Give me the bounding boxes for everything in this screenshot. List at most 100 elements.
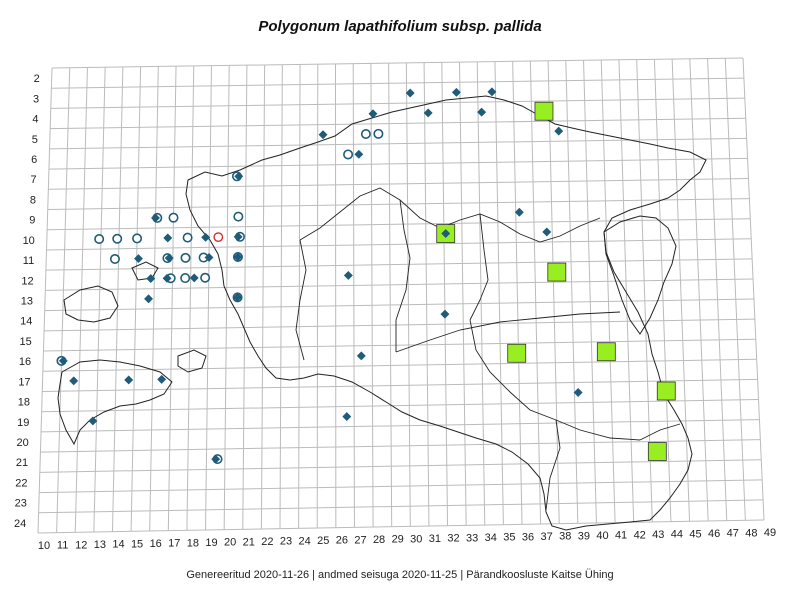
axis-labels: 2345678910111213141516171819202122232410… <box>14 73 776 552</box>
grid-hline <box>44 298 754 312</box>
circle-marker <box>200 272 211 283</box>
row-label: 9 <box>29 215 35 227</box>
diamond-marker <box>211 454 221 464</box>
grid-vline <box>316 64 319 529</box>
muhu-outline <box>177 349 207 373</box>
row-label: 15 <box>20 336 32 348</box>
row-label: 7 <box>31 174 37 186</box>
grid-square-marker <box>596 342 616 362</box>
row-label: 6 <box>31 154 37 166</box>
circle-marker <box>94 234 105 245</box>
col-label: 35 <box>503 532 515 544</box>
grid-vline <box>56 67 71 533</box>
diamond-marker <box>573 387 583 398</box>
grid-hline <box>39 479 763 494</box>
grid-vline <box>671 59 691 522</box>
grid-hline <box>45 258 753 271</box>
col-label: 27 <box>354 534 366 546</box>
grid-hline <box>51 77 744 89</box>
footer-credits: Genereeritud 2020-11-26 | andmed seisuga… <box>186 569 614 581</box>
diamond-marker <box>124 375 134 385</box>
grid-vline <box>583 60 597 524</box>
col-label: 33 <box>466 532 478 544</box>
grid-hline <box>47 218 751 231</box>
diamond-marker <box>162 273 172 283</box>
col-label: 21 <box>243 536 255 548</box>
diamond-marker <box>554 126 564 136</box>
map-title: Polygonum lapathifolium subsp. pallida <box>258 18 542 35</box>
grid-hline <box>51 57 744 69</box>
grid-vline <box>279 64 283 529</box>
saaremaa-outline <box>57 359 173 446</box>
col-label: 45 <box>689 528 701 540</box>
grid-vline <box>167 66 177 531</box>
red-circle-marker <box>213 232 224 243</box>
diamond-marker <box>487 87 497 97</box>
grid-square-marker <box>647 442 667 461</box>
grid-vline <box>388 63 393 527</box>
vormsi-outline <box>131 261 159 281</box>
grid-vline <box>724 58 746 521</box>
grid-vline <box>370 63 374 528</box>
grid-hline <box>39 459 762 473</box>
row-label: 20 <box>16 437 28 449</box>
grid-hline <box>38 499 764 514</box>
circle-markers <box>56 128 384 465</box>
col-label: 30 <box>410 533 422 545</box>
diamond-marker <box>163 233 173 243</box>
row-label: 18 <box>18 397 30 409</box>
grid-hline <box>41 398 759 413</box>
diamond-marker <box>201 232 211 242</box>
diamond-marker <box>342 412 352 422</box>
grid-hline <box>45 278 754 291</box>
grid-vline <box>186 65 195 531</box>
diamond-marker <box>233 292 243 302</box>
col-label: 37 <box>540 531 552 543</box>
grid-hline <box>47 198 750 211</box>
col-label: 38 <box>559 531 571 543</box>
mainland-outline <box>185 95 707 531</box>
diamond-marker <box>133 254 144 264</box>
col-label: 44 <box>671 529 683 541</box>
diamond-marker <box>58 356 68 366</box>
grid-hline <box>43 338 756 352</box>
grid-vline <box>689 58 709 522</box>
grid-vline <box>405 62 411 527</box>
grid-hline <box>50 97 745 109</box>
row-label: 14 <box>20 316 32 328</box>
col-label: 39 <box>578 530 590 542</box>
grid-vline <box>205 65 212 531</box>
grid-hline <box>46 238 752 251</box>
col-label: 16 <box>150 538 162 550</box>
grid-hline <box>48 178 749 190</box>
row-label: 13 <box>21 296 33 308</box>
grid-hline <box>42 358 757 372</box>
grid-vline <box>223 65 230 530</box>
diamond-marker <box>189 273 199 283</box>
grid-vline <box>260 64 266 530</box>
row-label: 23 <box>15 498 27 510</box>
row-label: 12 <box>21 275 33 287</box>
row-label: 8 <box>30 194 36 206</box>
grid-vline <box>653 59 672 522</box>
col-label: 12 <box>75 539 87 551</box>
grid-vline <box>111 66 124 532</box>
grid-vline <box>423 62 430 527</box>
row-label: 24 <box>14 518 26 530</box>
circle-marker <box>343 149 354 160</box>
col-label: 41 <box>615 530 627 542</box>
diamond-marker <box>318 130 328 140</box>
grid-hline <box>41 419 760 433</box>
diamond-marker <box>542 227 552 237</box>
col-label: 47 <box>727 528 739 540</box>
diamond-marker <box>88 416 98 426</box>
circle-marker <box>360 129 371 140</box>
circle-marker <box>132 233 143 244</box>
row-label: 16 <box>19 356 31 368</box>
col-label: 28 <box>373 534 385 546</box>
diamond-marker <box>356 351 366 361</box>
grid-vline <box>93 67 106 533</box>
col-label: 40 <box>596 530 608 542</box>
grid-vline <box>242 65 248 530</box>
row-label: 11 <box>23 255 34 267</box>
